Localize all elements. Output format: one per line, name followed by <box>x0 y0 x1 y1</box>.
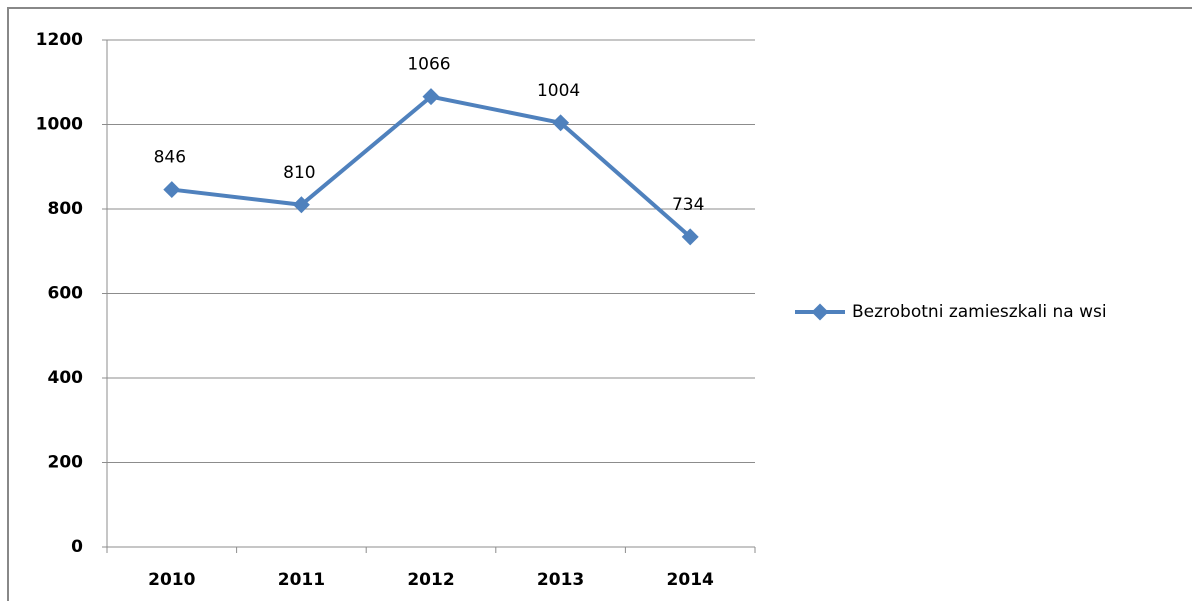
data-point <box>163 181 181 199</box>
y-tick-label: 1000 <box>36 115 83 135</box>
legend-marker <box>811 303 829 321</box>
data-point <box>292 196 310 214</box>
data-point <box>422 88 440 106</box>
data-label: 734 <box>672 195 704 215</box>
y-tick-label: 800 <box>48 199 84 219</box>
data-point <box>552 114 570 132</box>
x-tick-label: 2012 <box>407 570 454 590</box>
data-label: 810 <box>283 163 315 183</box>
y-tick-label: 0 <box>71 537 83 557</box>
series-line <box>171 94 692 239</box>
x-tick-label: 2010 <box>148 570 195 590</box>
data-label: 1066 <box>407 55 450 75</box>
data-label: 1004 <box>537 81 580 101</box>
x-tick-label: 2011 <box>278 570 325 590</box>
data-point <box>681 228 699 246</box>
chart-frame <box>7 7 1192 601</box>
x-tick-label: 2014 <box>667 570 714 590</box>
y-tick-label: 600 <box>48 284 84 304</box>
y-tick-label: 200 <box>48 453 84 473</box>
legend-label: Bezrobotni zamieszkali na wsi <box>852 302 1107 322</box>
y-tick-label: 400 <box>48 368 84 388</box>
x-tick-label: 2013 <box>537 570 584 590</box>
y-tick-label: 1200 <box>36 30 83 50</box>
data-label: 846 <box>154 148 186 168</box>
